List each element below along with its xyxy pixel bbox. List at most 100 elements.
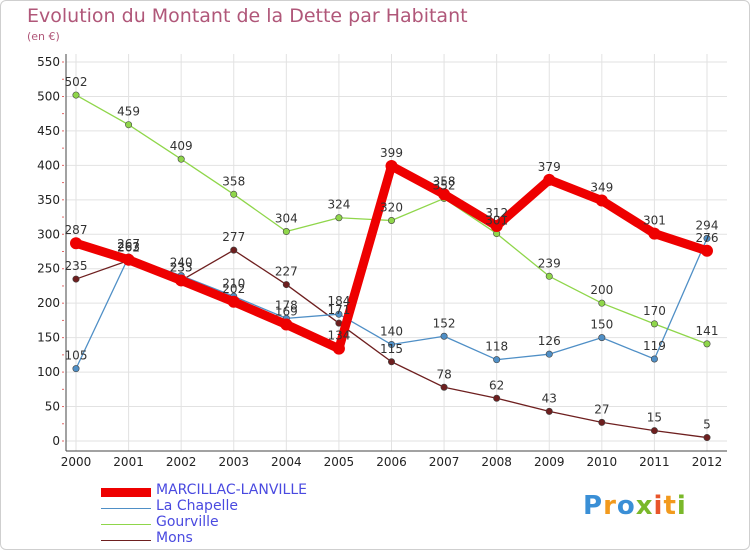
x-tick-label: 2005	[324, 455, 355, 469]
data-point	[125, 121, 133, 129]
data-point	[230, 246, 238, 254]
data-point	[438, 188, 451, 201]
data-label: 233	[170, 260, 193, 274]
data-point	[598, 418, 606, 426]
data-point	[175, 274, 188, 287]
y-tick-label: 100	[37, 365, 60, 379]
x-tick-label: 2003	[218, 455, 249, 469]
data-point	[387, 341, 395, 349]
data-point	[335, 310, 343, 318]
data-point	[545, 407, 553, 415]
data-label: 15	[647, 411, 662, 425]
data-point	[72, 91, 80, 99]
data-label: 262	[117, 240, 140, 254]
y-tick-label: 550	[37, 55, 60, 69]
data-label: 409	[170, 139, 193, 153]
data-label: 459	[117, 105, 140, 119]
data-label: 171	[327, 303, 350, 317]
data-point	[545, 272, 553, 280]
y-tick-label: 50	[45, 400, 60, 414]
data-point	[703, 434, 711, 442]
data-label: 126	[538, 334, 561, 348]
data-point	[440, 383, 448, 391]
data-label: 263	[117, 240, 140, 254]
proxiti-logo: Proxiti	[583, 491, 687, 521]
data-label: 276	[696, 231, 719, 245]
logo-letter: P	[583, 491, 604, 521]
data-point	[490, 220, 503, 233]
data-point	[703, 340, 711, 348]
data-point	[493, 394, 501, 402]
data-label: 352	[433, 178, 456, 192]
data-point	[72, 275, 80, 283]
x-tick-label: 2000	[61, 455, 92, 469]
data-point	[385, 160, 398, 173]
data-point	[701, 244, 713, 257]
data-label: 320	[380, 200, 403, 214]
legend-swatch	[101, 508, 151, 509]
data-label: 227	[275, 265, 298, 279]
data-point	[650, 320, 658, 328]
data-point	[335, 214, 343, 222]
chart-title: Evolution du Montant de la Dette par Hab…	[27, 5, 468, 27]
logo-letter: o	[616, 491, 636, 521]
data-label: 358	[222, 174, 245, 188]
data-label: 235	[65, 259, 88, 273]
data-point	[648, 227, 661, 240]
data-label: 277	[222, 230, 245, 244]
x-tick-label: 2006	[376, 455, 407, 469]
data-point	[332, 342, 345, 355]
data-label: 399	[380, 146, 403, 160]
data-label: 312	[485, 206, 508, 220]
data-label: 5	[703, 418, 711, 432]
data-label: 169	[275, 305, 298, 319]
x-tick-label: 2009	[534, 455, 565, 469]
data-label: 349	[590, 181, 613, 195]
logo-letter: i	[653, 491, 664, 521]
legend-swatch	[101, 524, 151, 525]
data-point	[122, 253, 135, 266]
data-label: 379	[538, 160, 561, 174]
logo-letter: i	[676, 491, 687, 521]
chart-subtitle: (en €)	[27, 30, 60, 43]
y-tick-label: 350	[37, 193, 60, 207]
data-label: 118	[485, 340, 508, 354]
data-point	[703, 234, 711, 242]
data-label: 267	[117, 237, 140, 251]
data-label: 184	[327, 294, 350, 308]
x-tick-label: 2001	[113, 455, 144, 469]
y-tick-label: 400	[37, 158, 60, 172]
data-point	[545, 350, 553, 358]
data-point	[282, 281, 290, 289]
data-label: 294	[696, 218, 719, 232]
x-tick-label: 2007	[429, 455, 460, 469]
data-point	[387, 216, 395, 224]
data-point	[387, 358, 395, 366]
data-point	[493, 356, 501, 364]
y-tick-label: 0	[52, 434, 60, 448]
data-point	[595, 194, 608, 207]
data-point	[72, 365, 80, 373]
data-label: 170	[643, 304, 666, 318]
data-point	[650, 427, 658, 435]
legend-swatch	[101, 540, 151, 541]
x-tick-label: 2012	[692, 455, 723, 469]
legend-label: Gourville	[156, 514, 219, 530]
y-tick-label: 500	[37, 89, 60, 103]
x-tick-label: 2004	[271, 455, 302, 469]
data-point	[70, 237, 82, 250]
data-label: 43	[542, 391, 557, 405]
logo-letter: t	[663, 491, 677, 521]
data-label: 287	[65, 223, 88, 237]
x-tick-label: 2011	[639, 455, 670, 469]
legend-swatch	[101, 488, 151, 497]
data-point	[598, 299, 606, 307]
y-tick-label: 450	[37, 124, 60, 138]
data-point	[177, 155, 185, 163]
legend-label: MARCILLAC-LANVILLE	[156, 482, 307, 498]
x-tick-label: 2002	[166, 455, 197, 469]
data-point	[227, 295, 240, 308]
data-label: 304	[275, 212, 298, 226]
